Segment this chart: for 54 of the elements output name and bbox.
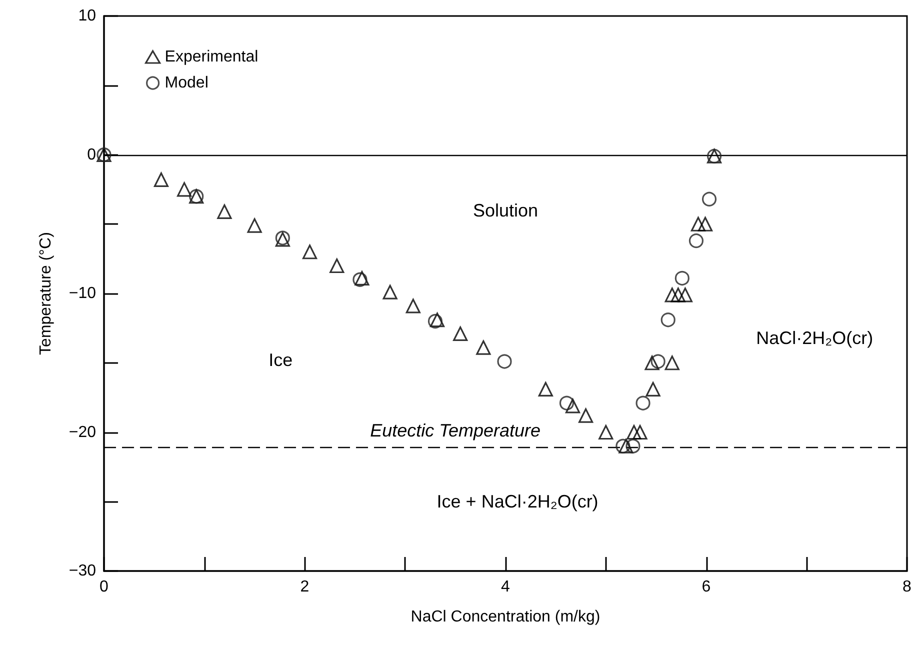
point	[636, 396, 650, 410]
point	[578, 408, 594, 423]
point	[598, 424, 614, 440]
point	[476, 340, 491, 355]
point	[565, 398, 580, 414]
point	[177, 182, 192, 197]
y-tick-label: 10	[78, 8, 96, 24]
legend-label: Model	[164, 74, 208, 92]
point	[664, 288, 680, 302]
point	[618, 438, 634, 454]
point	[678, 288, 692, 302]
point	[650, 354, 666, 369]
y-tick-label: −20	[68, 424, 96, 441]
point	[302, 244, 318, 260]
point	[497, 354, 512, 369]
point	[616, 438, 630, 454]
point	[664, 356, 680, 370]
annotation: Ice	[268, 350, 293, 370]
annotation: Solution	[472, 200, 538, 220]
annotation: NaCl·2H₂O(cr)	[756, 328, 874, 348]
annotation: Ice + NaCl·2H₂O(cr)	[436, 492, 598, 512]
point	[644, 356, 660, 370]
point	[382, 284, 398, 300]
point	[154, 172, 169, 188]
point	[330, 258, 344, 274]
point	[538, 382, 553, 397]
x-tick-label: 6	[702, 578, 711, 596]
point	[674, 270, 690, 286]
y-tick-label: −30	[68, 562, 96, 580]
point	[559, 396, 574, 410]
point	[632, 424, 648, 440]
y-axis-title: Temperature (°C)	[38, 232, 54, 355]
y-tick-label: 0	[87, 146, 96, 164]
point	[406, 298, 420, 314]
x-axis-title: NaCl Concentration (m/kg)	[410, 608, 600, 626]
x-tick-label: 4	[501, 578, 510, 596]
x-tick-label: 8	[902, 578, 912, 596]
legend-label: Experimental	[164, 48, 258, 66]
point	[690, 216, 706, 232]
point	[646, 382, 660, 397]
point	[247, 218, 262, 233]
point	[660, 312, 676, 328]
point	[626, 424, 642, 440]
point	[688, 233, 704, 248]
x-tick-label: 0	[100, 578, 109, 596]
point	[217, 204, 232, 219]
point	[702, 192, 717, 206]
point	[698, 216, 713, 232]
ref-line-label: Eutectic Temperature	[370, 420, 541, 441]
point	[670, 288, 686, 302]
x-tick-label: 2	[300, 578, 310, 596]
point	[626, 438, 640, 454]
point	[453, 326, 468, 342]
y-tick-label: −10	[68, 285, 96, 302]
